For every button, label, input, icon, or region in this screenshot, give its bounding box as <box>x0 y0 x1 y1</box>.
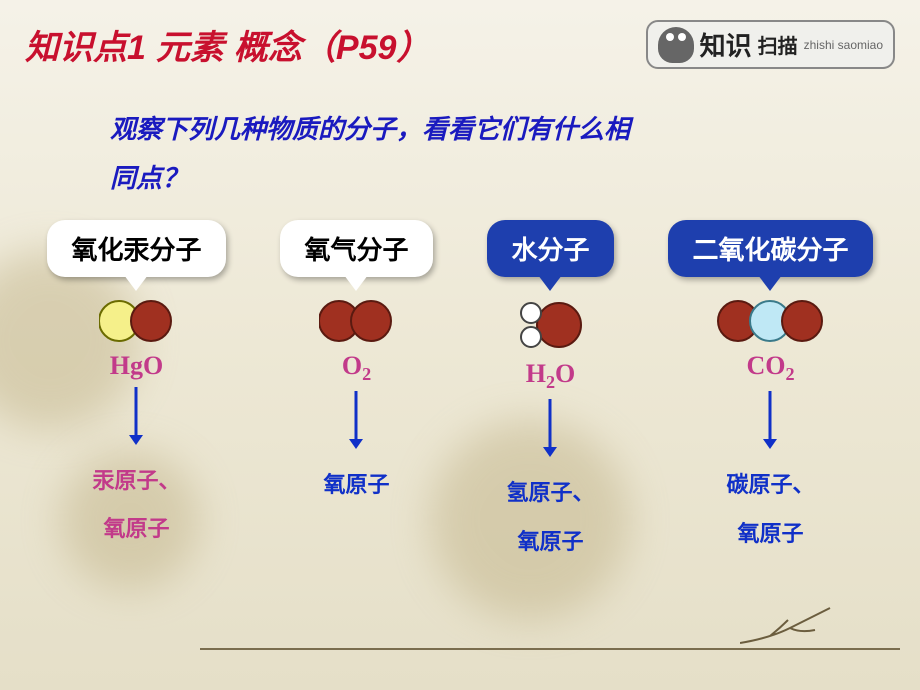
molecule-formula: H2O <box>526 359 576 393</box>
atom-list: 氧原子 <box>323 461 389 509</box>
branch-decoration <box>740 598 860 648</box>
down-arrow-icon <box>126 387 146 447</box>
scan-main-text: 知识 <box>700 26 752 63</box>
question-text: 观察下列几种物质的分子，看看它们有什么相同点？ <box>110 105 650 204</box>
molecule-formula: O2 <box>342 351 371 385</box>
mascot-icon <box>658 27 694 63</box>
molecule-column: 二氧化碳分子 CO2 碳原子、氧原子 <box>668 220 872 558</box>
atom-list: 氢原子、氧原子 <box>506 469 594 566</box>
molecule-model <box>517 299 583 351</box>
molecule-name-bubble: 氧化汞分子 <box>47 220 225 277</box>
molecule-name-bubble: 氧气分子 <box>280 220 432 277</box>
title-part3: 概念（P59） <box>234 20 431 69</box>
knowledge-scan-badge: 知识 扫描 zhishi saomiao <box>646 20 895 69</box>
bottom-divider <box>200 648 900 650</box>
molecule-name-bubble: 二氧化碳分子 <box>668 220 872 277</box>
molecule-name-bubble: 水分子 <box>487 220 613 277</box>
molecule-model <box>716 299 824 343</box>
atom-list: 汞原子、氧原子 <box>92 457 180 554</box>
scan-sub-text: 扫描 <box>758 30 798 59</box>
down-arrow-icon <box>540 399 560 459</box>
molecule-column: 水分子 H2O 氢原子、氧原子 <box>487 220 613 566</box>
down-arrow-icon <box>760 391 780 451</box>
molecule-model <box>99 299 173 343</box>
title-part2: 元素 <box>156 20 224 69</box>
molecule-column: 氧气分子 O2 氧原子 <box>280 220 432 510</box>
slide-title: 知识点1 元素 概念（P59） <box>25 20 430 69</box>
molecule-model <box>319 299 393 343</box>
molecule-formula: HgO <box>110 351 163 381</box>
scan-pinyin: zhishi saomiao <box>804 38 883 52</box>
down-arrow-icon <box>346 391 366 451</box>
molecules-row: 氧化汞分子HgO汞原子、氧原子氧气分子O2氧原子水分子H2O氢原子、氧原子二氧化… <box>0 220 920 566</box>
molecule-column: 氧化汞分子 HgO 汞原子、氧原子 <box>47 220 225 554</box>
atom-list: 碳原子、氧原子 <box>726 461 814 558</box>
title-part1: 知识点1 <box>25 20 146 69</box>
molecule-formula: CO2 <box>746 351 794 385</box>
